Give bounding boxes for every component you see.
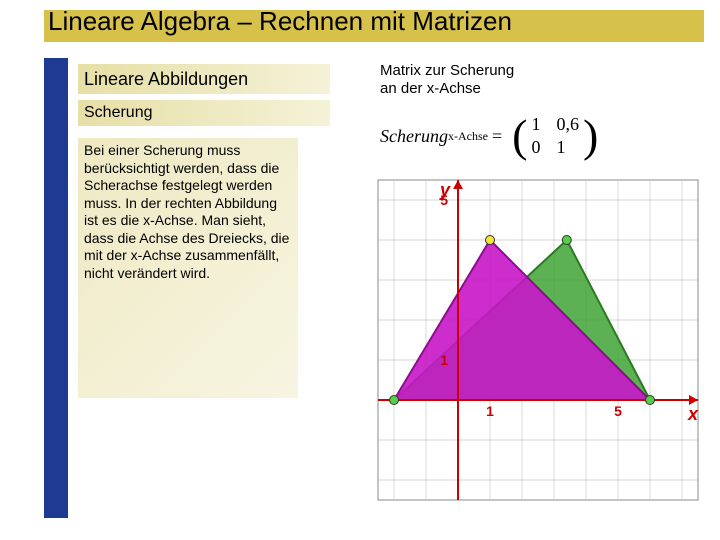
- matrix-grid: 1 0,6 0 1: [527, 114, 583, 158]
- matrix-cell: 1: [556, 137, 579, 158]
- body-text: Bei einer Scherung muss berücksichtigt w…: [84, 142, 292, 282]
- matrix-cell: 0: [531, 137, 540, 158]
- body-box: Bei einer Scherung muss berücksichtigt w…: [78, 138, 298, 398]
- matrix-cell: 1: [531, 114, 540, 135]
- svg-text:1: 1: [486, 403, 494, 419]
- svg-text:1: 1: [440, 352, 448, 368]
- right-paren-icon: ): [583, 115, 598, 157]
- matrix-title-line1: Matrix zur Scherung: [380, 62, 514, 79]
- section-text: Scherung: [84, 104, 153, 122]
- equals-sign: =: [492, 126, 502, 147]
- matrix-parentheses: ( 1 0,6 0 1 ): [512, 114, 598, 158]
- matrix-cell: 0,6: [556, 114, 579, 135]
- subtitle-box: Lineare Abbildungen: [78, 64, 330, 94]
- matrix-title-line2: an der x-Achse: [380, 80, 481, 97]
- shear-chart: 1515xy: [330, 170, 710, 530]
- page-title: Lineare Algebra – Rechnen mit Matrizen: [48, 6, 512, 37]
- side-accent-bar: [44, 58, 68, 518]
- svg-text:y: y: [439, 180, 451, 200]
- matrix-title: Matrix zur Scherung an der x-Achse: [380, 62, 600, 98]
- section-box: Scherung: [78, 100, 330, 126]
- matrix-subscript: x-Achse: [448, 129, 488, 144]
- matrix-label: Scherung: [380, 126, 448, 147]
- subtitle-text: Lineare Abbildungen: [84, 69, 248, 90]
- left-paren-icon: (: [512, 115, 527, 157]
- svg-text:5: 5: [614, 403, 622, 419]
- svg-text:x: x: [687, 404, 699, 424]
- matrix-equation: Scherung x-Achse = ( 1 0,6 0 1 ): [380, 114, 598, 158]
